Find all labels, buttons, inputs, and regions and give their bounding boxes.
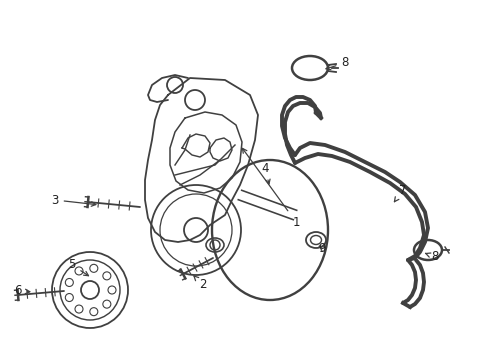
- Text: 3: 3: [51, 194, 96, 207]
- Text: 1: 1: [242, 148, 299, 229]
- Text: 6: 6: [14, 284, 30, 297]
- Text: 5: 5: [68, 258, 88, 276]
- Text: 8: 8: [425, 251, 438, 264]
- Text: 2: 2: [194, 276, 206, 292]
- Text: 7: 7: [394, 184, 406, 202]
- Text: 8: 8: [325, 57, 348, 69]
- Text: 4: 4: [261, 162, 269, 184]
- Text: 9: 9: [318, 242, 325, 255]
